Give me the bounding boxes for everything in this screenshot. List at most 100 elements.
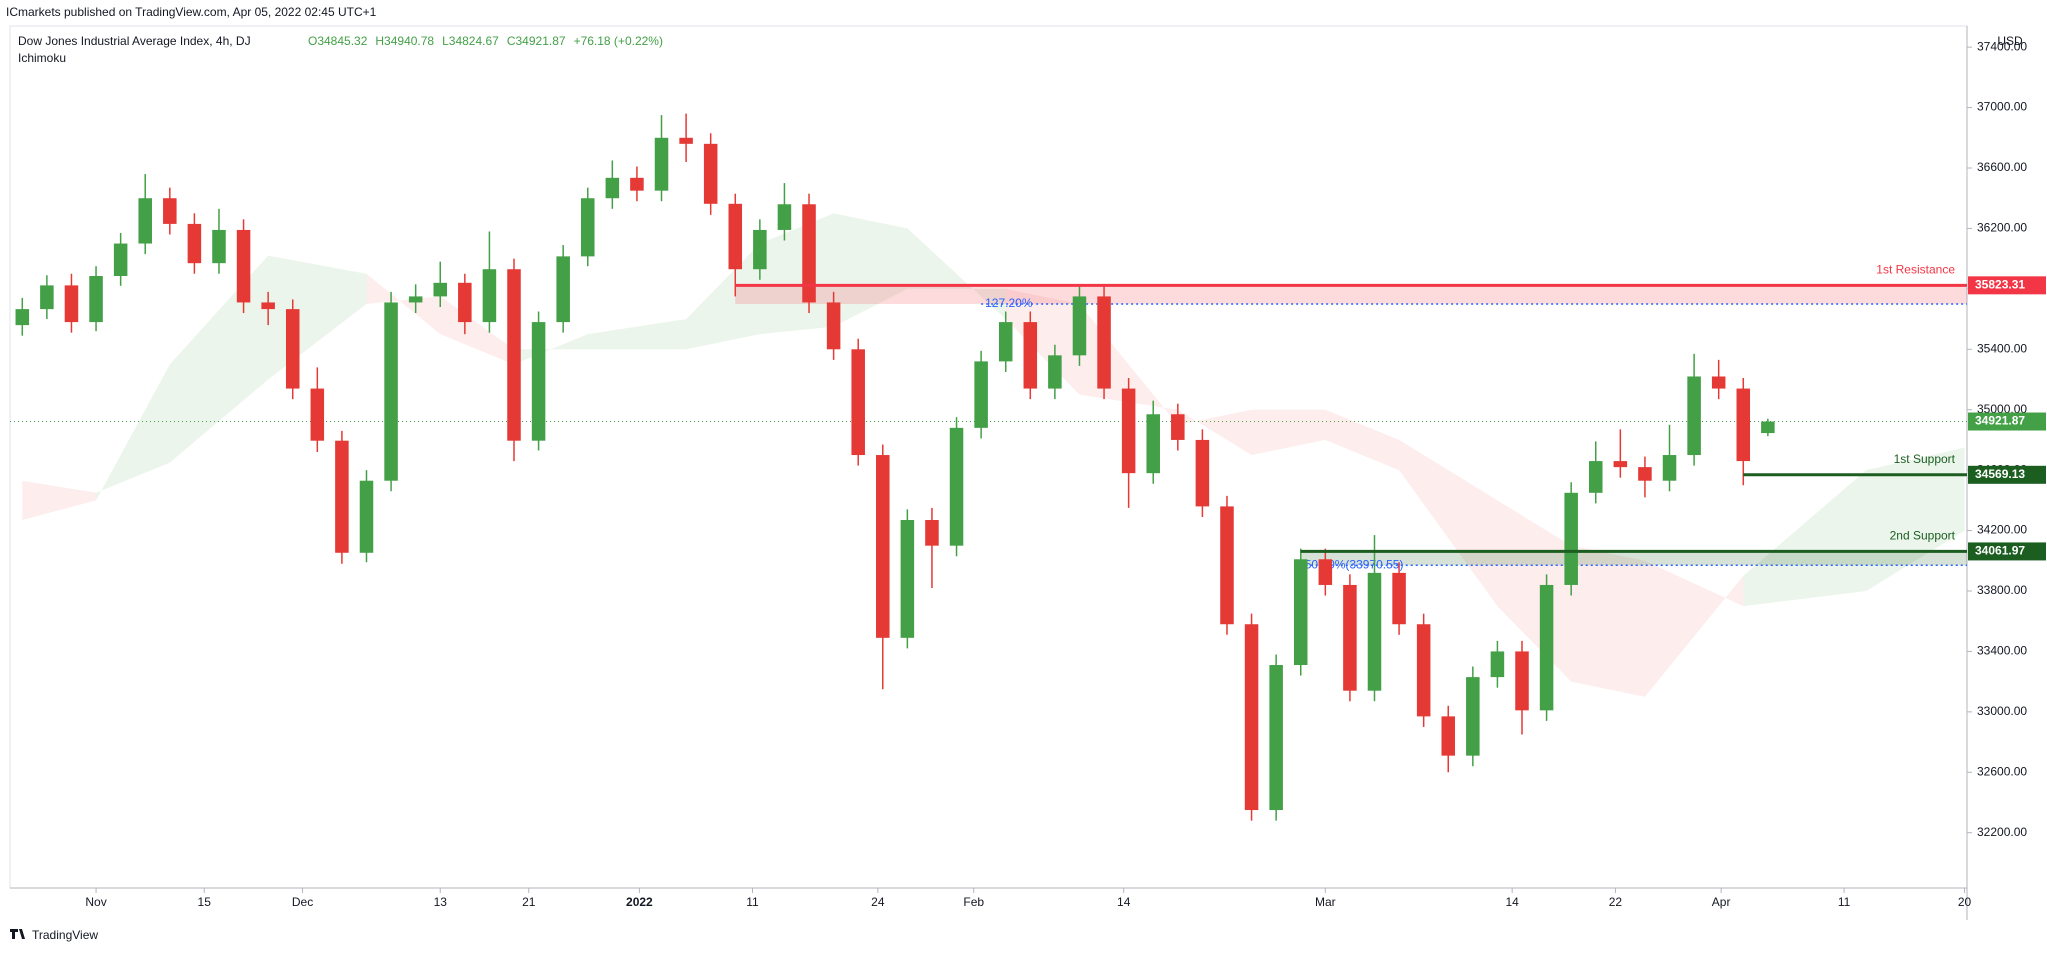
candle-body	[605, 177, 620, 199]
x-tick-label: 11	[1838, 895, 1851, 909]
x-tick-label: 13	[434, 895, 448, 909]
candle-body	[458, 282, 472, 323]
candle-body	[1392, 572, 1406, 625]
candle-body	[507, 269, 521, 441]
candle-body	[408, 296, 423, 303]
candle-body	[1097, 296, 1111, 389]
candle-body	[949, 427, 964, 546]
candle-body	[187, 223, 202, 264]
x-tick-label: Feb	[963, 895, 984, 909]
candle-body	[1343, 584, 1357, 691]
candle-body	[925, 519, 939, 546]
candle-body	[998, 322, 1013, 362]
level-zone	[735, 285, 1968, 304]
level-tag-label: 34061.97	[1975, 544, 2025, 558]
candle-body	[482, 269, 497, 323]
x-tick-label: 20	[1958, 895, 1972, 909]
fib-label: 127.20%	[985, 296, 1033, 310]
symbol-title: Dow Jones Industrial Average Index, 4h, …	[18, 34, 251, 48]
level-tag	[1968, 276, 2046, 295]
cloud-segment	[1866, 447, 1965, 591]
level-zone	[1300, 551, 1967, 566]
brand-name: TradingView	[32, 928, 98, 942]
candle-body	[236, 229, 251, 303]
y-tick-label: 35000.00	[1977, 402, 2027, 416]
candle-body	[974, 361, 988, 428]
candle-body	[384, 302, 398, 481]
x-tick-label: 14	[1117, 895, 1131, 909]
candle-body	[1146, 414, 1160, 474]
candle-body	[703, 143, 718, 204]
candle-body	[1441, 716, 1456, 756]
candle-body	[113, 243, 128, 277]
brand: TradingView	[10, 928, 98, 942]
candle-body	[777, 204, 792, 230]
candle-body	[900, 519, 915, 638]
level-tag	[1968, 542, 2046, 561]
candle-body	[630, 177, 644, 191]
candle-body	[531, 322, 546, 441]
candle-body	[1293, 559, 1308, 666]
candle-body	[1466, 677, 1480, 756]
cloud-segment	[1399, 439, 1498, 607]
y-tick-label: 36200.00	[1977, 221, 2027, 235]
candle-body	[89, 276, 103, 323]
candle-body	[1220, 506, 1234, 625]
candle-body	[310, 388, 325, 441]
candle-body	[876, 455, 890, 638]
candle-body	[1761, 421, 1775, 434]
candle-body	[64, 285, 79, 323]
y-tick-label: 32600.00	[1977, 764, 2027, 778]
last-price-tag	[1968, 412, 2046, 431]
candle-body	[851, 349, 865, 456]
x-tick-label: 11	[746, 895, 759, 909]
candle-body	[654, 137, 669, 191]
level-tag	[1968, 465, 2046, 484]
last-price-label: 34921.87	[1975, 414, 2025, 428]
y-tick-label: 36600.00	[1977, 160, 2027, 174]
x-tick-label: Mar	[1315, 895, 1336, 909]
cloud-segment	[1644, 560, 1744, 697]
candle-body	[212, 229, 226, 264]
level-name: 1st Resistance	[1876, 263, 1955, 277]
y-tick-label: 35400.00	[1977, 341, 2027, 355]
level-name: 2nd Support	[1890, 529, 1956, 543]
candle-body	[1588, 461, 1603, 493]
ohlc-label: O34845.32	[308, 34, 368, 48]
candle-body	[1687, 376, 1701, 456]
ohlc-label: +76.18 (+0.22%)	[574, 34, 663, 48]
candle-body	[753, 229, 767, 270]
candle-body	[285, 309, 300, 389]
x-tick-label: 2022	[626, 895, 653, 909]
candle-body	[1515, 651, 1529, 711]
y-tick-label: 33800.00	[1977, 583, 2027, 597]
candle-body	[1244, 624, 1259, 811]
cloud-segment	[686, 243, 760, 350]
x-tick-label: 21	[522, 895, 536, 909]
candle-body	[40, 285, 54, 310]
publish-line: ICmarkets published on TradingView.com, …	[6, 5, 377, 19]
ohlc-label: C34921.87	[507, 34, 566, 48]
candle-body	[359, 480, 374, 553]
candle-body	[1711, 376, 1726, 389]
level-tag-label: 34569.13	[1975, 467, 2025, 481]
candle-body	[826, 302, 841, 350]
candle-body	[1269, 665, 1283, 811]
candle-body	[1023, 322, 1038, 389]
ohlc-label: L34824.67	[442, 34, 499, 48]
y-tick-label: 37000.00	[1977, 100, 2027, 114]
candle-body	[1195, 439, 1210, 507]
cloud-segment	[587, 319, 687, 350]
candle-body	[1662, 455, 1677, 481]
y-tick-label: 32200.00	[1977, 825, 2027, 839]
candle-body	[728, 203, 743, 270]
y-tick-label: 33400.00	[1977, 644, 2027, 658]
x-tick-label: Apr	[1712, 895, 1731, 909]
candle-body	[802, 204, 816, 303]
cloud-segment	[22, 480, 97, 520]
y-tick-label: 34200.00	[1977, 523, 2027, 537]
x-tick-label: 22	[1609, 895, 1623, 909]
cloud-segment	[833, 213, 908, 327]
